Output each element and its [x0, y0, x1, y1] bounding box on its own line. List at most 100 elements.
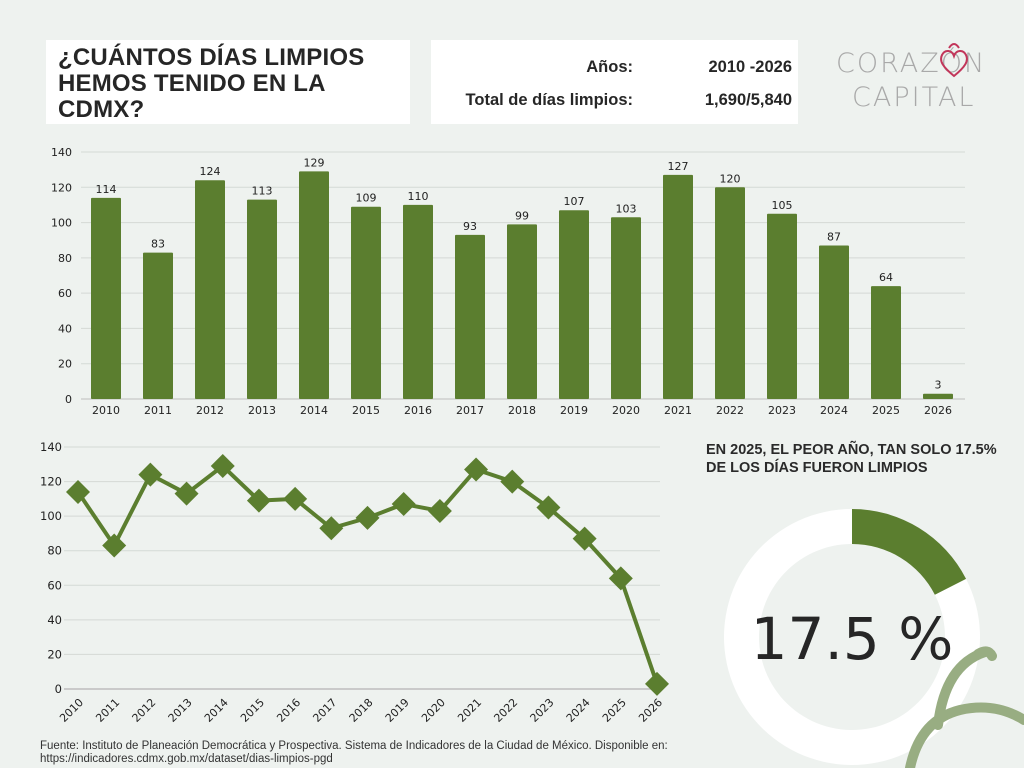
source-footer: Fuente: Instituto de Planeación Democrát… — [40, 740, 740, 766]
bar — [91, 197, 121, 399]
bar — [819, 245, 849, 399]
y-tick-label: 40 — [47, 613, 62, 627]
x-tick-label: 2013 — [248, 404, 276, 417]
bar-value-label: 127 — [668, 160, 689, 173]
bar — [299, 171, 329, 399]
x-tick-label: 2010 — [92, 404, 120, 417]
bar-value-label: 99 — [515, 209, 529, 222]
x-tick-label: 2021 — [455, 696, 484, 725]
source-text: Fuente: Instituto de Planeación Democrát… — [40, 740, 668, 752]
data-point-marker — [427, 498, 452, 523]
data-point-marker — [645, 671, 669, 696]
data-point-marker — [66, 479, 90, 504]
x-tick-label: 2023 — [768, 404, 796, 417]
y-tick-label: 100 — [51, 217, 72, 230]
x-tick-label: 2017 — [310, 696, 339, 725]
stat-years-label: Años: — [586, 58, 633, 76]
x-tick-label: 2026 — [924, 404, 952, 417]
bar-value-label: 87 — [827, 231, 841, 244]
x-tick-label: 2012 — [130, 696, 159, 725]
donut-title: EN 2025, EL PEOR AÑO, TAN SOLO 17.5% DE … — [706, 442, 997, 476]
data-point-marker — [319, 516, 344, 541]
x-tick-label: 2013 — [166, 696, 195, 725]
donut-center-label: 17.5 % — [751, 605, 954, 673]
page-title: ¿CUÁNTOS DÍAS LIMPIOS HEMOS TENIDO EN LA… — [58, 44, 365, 123]
stat-years-value: 2010 -2026 — [708, 58, 793, 76]
data-point-marker — [246, 488, 271, 513]
x-tick-label: 2011 — [93, 696, 122, 725]
heart-icon — [940, 43, 968, 78]
bar-value-label: 113 — [252, 185, 273, 198]
data-point-marker — [174, 481, 199, 506]
x-tick-label: 2017 — [456, 404, 484, 417]
data-point-marker — [138, 462, 163, 487]
data-point-marker — [500, 469, 525, 494]
data-point-marker — [355, 505, 380, 530]
x-tick-label: 2018 — [347, 696, 376, 725]
x-tick-label: 2016 — [274, 696, 303, 725]
y-tick-label: 80 — [58, 252, 72, 265]
y-tick-label: 0 — [55, 682, 62, 696]
y-tick-label: 20 — [47, 647, 62, 661]
x-tick-label: 2015 — [352, 404, 380, 417]
data-point-marker — [391, 492, 416, 517]
bar — [611, 217, 641, 399]
x-tick-label: 2024 — [564, 696, 593, 725]
series-line — [76, 464, 659, 685]
y-tick-label: 60 — [47, 578, 62, 592]
donut-slice-clean-days — [852, 509, 967, 595]
bar-chart: 0 20 40 60 80 100 120 140 114 2010 83 2011 124 2012 11… — [51, 146, 965, 417]
bar-value-label: 109 — [356, 192, 377, 205]
x-tick-label: 2026 — [636, 696, 665, 725]
x-tick-label: 2020 — [612, 404, 640, 417]
bar — [871, 286, 901, 399]
bar — [455, 234, 485, 399]
x-tick-label: 2015 — [238, 696, 267, 725]
y-tick-label: 140 — [51, 146, 72, 159]
y-tick-label: 80 — [47, 544, 62, 558]
bar-value-label: 83 — [151, 238, 165, 251]
y-tick-label: 100 — [40, 509, 62, 523]
x-tick-label: 2012 — [196, 404, 224, 417]
source-url: https://indicadores.cdmx.gob.mx/dataset/… — [40, 753, 333, 765]
x-tick-label: 2023 — [528, 696, 557, 725]
bar — [247, 199, 277, 399]
bar — [195, 180, 225, 399]
x-tick-label: 2025 — [872, 404, 900, 417]
x-tick-label: 2021 — [664, 404, 692, 417]
stat-total-value: 1,690/5,840 — [704, 91, 792, 109]
x-tick-label: 2022 — [491, 696, 520, 725]
corazon-capital-logo: CORAZÓN CAPITAL — [836, 43, 996, 114]
bar-value-label: 107 — [564, 195, 585, 208]
x-tick-label: 2010 — [57, 696, 86, 725]
y-tick-label: 20 — [58, 358, 72, 371]
data-point-marker — [464, 457, 489, 482]
heart-decoration-icon — [905, 646, 1024, 768]
x-tick-label: 2019 — [383, 696, 412, 725]
bar-value-label: 110 — [408, 190, 429, 203]
bar-value-label: 3 — [935, 379, 942, 392]
y-tick-label: 120 — [51, 181, 72, 194]
title-panel: ¿CUÁNTOS DÍAS LIMPIOS HEMOS TENIDO EN LA… — [46, 40, 410, 124]
x-tick-label: 2011 — [144, 404, 172, 417]
bar-value-label: 105 — [772, 199, 793, 212]
x-tick-label: 2019 — [560, 404, 588, 417]
data-point-marker — [210, 454, 235, 479]
bar — [143, 252, 173, 399]
bar — [767, 213, 797, 399]
x-tick-label: 2014 — [202, 696, 231, 725]
x-tick-label: 2016 — [404, 404, 432, 417]
bar-value-label: 103 — [616, 202, 637, 215]
bar — [559, 210, 589, 399]
stats-panel: Años: 2010 -2026 Total de días limpios: … — [431, 40, 798, 124]
bar-value-label: 120 — [720, 172, 741, 185]
bar — [923, 393, 953, 399]
x-tick-label: 2014 — [300, 404, 328, 417]
y-tick-label: 40 — [58, 322, 72, 335]
bar-value-label: 124 — [200, 165, 221, 178]
stat-total-label: Total de días limpios: — [465, 91, 633, 109]
data-point-marker — [572, 526, 597, 551]
data-point-marker — [102, 533, 127, 558]
y-tick-label: 120 — [40, 475, 62, 489]
